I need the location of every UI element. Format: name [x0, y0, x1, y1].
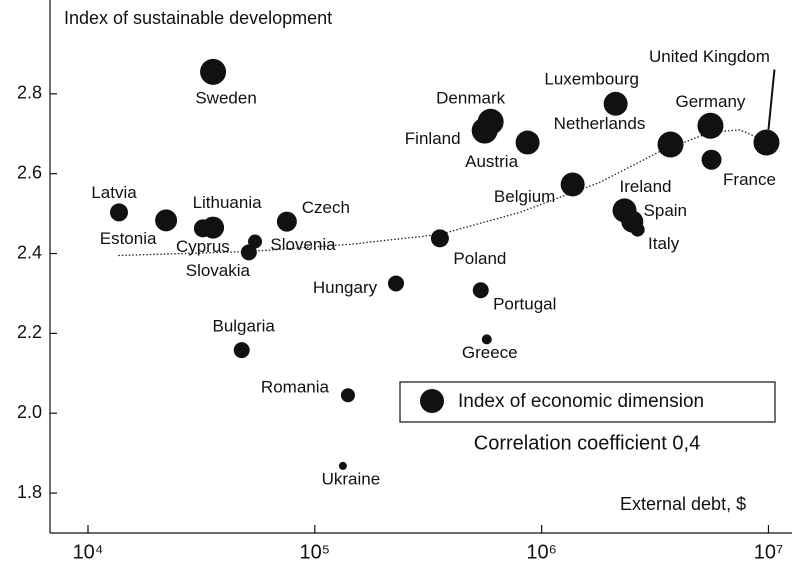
bubble: [630, 222, 645, 237]
bubble: [430, 229, 449, 248]
point-label: Italy: [648, 234, 680, 253]
point-label: Estonia: [100, 229, 157, 248]
point-label: Finland: [405, 129, 461, 148]
bubble: [110, 203, 129, 222]
bubble: [240, 244, 257, 261]
point-label: Latvia: [91, 183, 137, 202]
bubble: [248, 234, 263, 249]
point-label: Ireland: [620, 177, 672, 196]
point-label: United Kingdom: [649, 47, 770, 66]
bubble: [701, 149, 722, 170]
point-label: Slovakia: [186, 261, 251, 280]
x-axis-label: External debt, $: [620, 494, 746, 514]
legend-box: [399, 381, 776, 423]
y-tick-label: 2.0: [17, 402, 42, 422]
bubble: [155, 209, 178, 232]
point-label: Netherlands: [554, 114, 646, 133]
x-tick-label: 10⁵: [300, 541, 331, 563]
bubble: [603, 91, 628, 116]
point-label: Denmark: [436, 88, 505, 107]
trend-line: [118, 129, 768, 257]
point-label: Bulgaria: [212, 317, 275, 336]
legend-label: Index of economic dimension: [458, 391, 704, 412]
bubble: [471, 117, 498, 144]
bubble: [200, 58, 227, 85]
y-tick-label: 2.2: [17, 322, 42, 342]
bubble: [472, 282, 489, 299]
y-tick-label: 2.8: [17, 83, 42, 103]
bubble: [338, 461, 347, 470]
point-label: Hungary: [313, 278, 378, 297]
point-label: Sweden: [195, 88, 256, 107]
y-tick-label: 2.6: [17, 162, 42, 182]
bubble: [515, 130, 540, 155]
point-label: Belgium: [494, 187, 555, 206]
point-label: Luxembourg: [544, 69, 639, 88]
point-label: France: [723, 170, 776, 189]
point-label: Romania: [261, 378, 330, 397]
leader-line: [767, 69, 776, 130]
bubble: [481, 334, 492, 345]
point-label: Greece: [462, 343, 518, 362]
bubble: [233, 342, 250, 359]
y-axis-label: Index of sustainable development: [64, 8, 332, 28]
bubble: [697, 112, 724, 139]
bubble: [276, 211, 297, 232]
point-label: Poland: [453, 249, 506, 268]
point-label: Austria: [465, 152, 518, 171]
bubble: [657, 131, 684, 158]
bubble: [753, 129, 780, 156]
point-label: Ukraine: [322, 469, 381, 488]
point-label: Czech: [302, 198, 350, 217]
point-label: Spain: [644, 201, 687, 220]
x-tick-label: 10⁴: [73, 541, 104, 563]
bubble: [202, 216, 225, 239]
x-tick-label: 10⁶: [526, 541, 556, 563]
y-tick-label: 2.4: [17, 242, 42, 262]
point-label: Cyprus: [176, 237, 230, 256]
point-label: Portugal: [493, 295, 556, 314]
legend-marker: [420, 389, 444, 413]
bubble: [560, 172, 585, 197]
annotation: Correlation coefficient 0,4: [474, 432, 700, 454]
bubble: [340, 388, 355, 403]
bubble: [387, 275, 404, 292]
point-label: Lithuania: [193, 193, 263, 212]
x-tick-label: 10⁷: [754, 541, 783, 563]
point-label: Germany: [675, 92, 745, 111]
y-tick-label: 1.8: [17, 482, 42, 502]
point-label: Slovenia: [270, 235, 336, 254]
